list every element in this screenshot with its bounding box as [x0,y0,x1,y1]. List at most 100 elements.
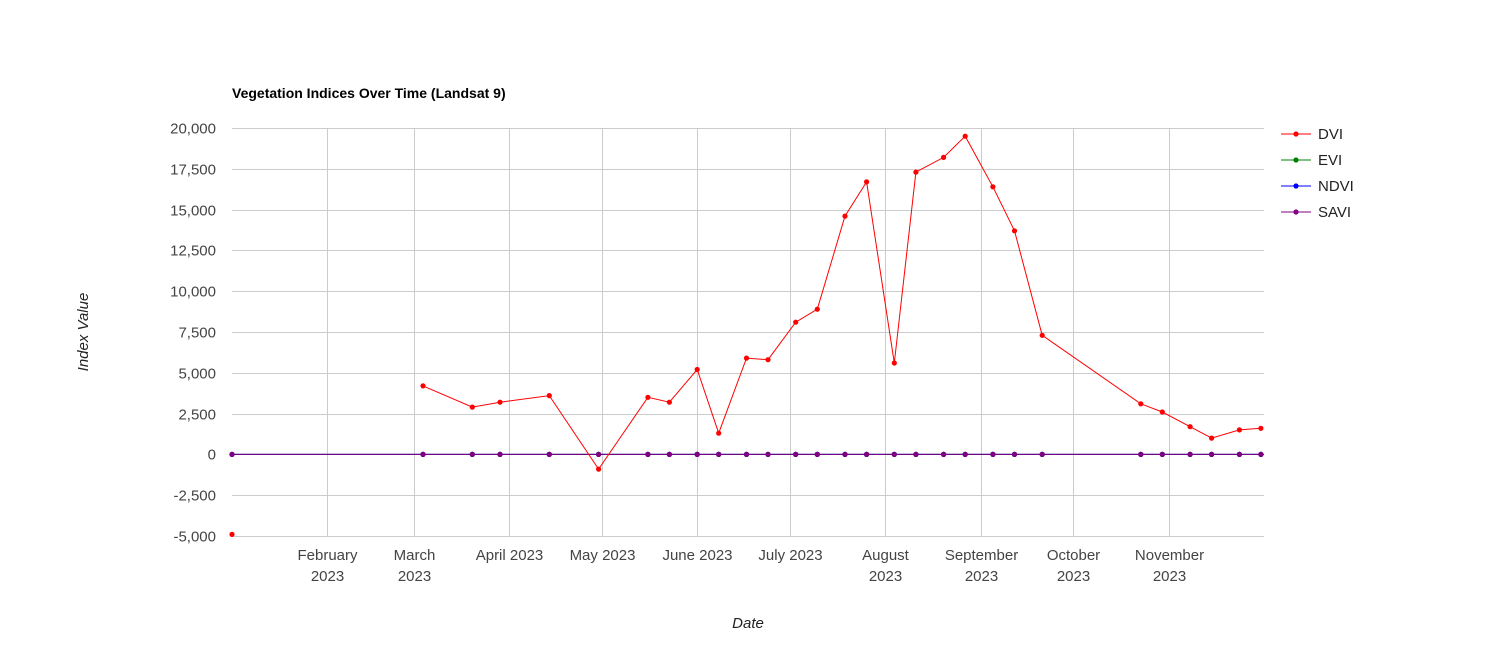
dvi-point [765,357,771,363]
dvi-point [990,184,996,190]
savi-point [469,451,475,457]
savi-point [941,451,947,457]
dvi-point [1039,332,1045,338]
savi-point [666,451,673,457]
legend[interactable]: DVI EVI NDVI SAVI [1281,126,1354,221]
y-tick-label: -2,500 [173,488,216,505]
savi-point [913,451,919,457]
dvi-point [842,213,848,219]
savi-point [814,451,820,457]
dvi-point [420,383,426,389]
dvi-point [913,169,919,175]
dvi-point [814,306,820,312]
savi-point [596,451,602,457]
x-axis-title: Date [732,615,764,632]
savi-point [420,451,426,457]
y-tick-label: -5,000 [173,529,216,546]
y-tick-label: 7,500 [178,325,216,342]
savi-point [743,451,750,457]
legend-item-savi[interactable]: SAVI [1281,204,1351,221]
savi-point [864,451,870,457]
x-tick-label: 2023 [398,568,431,585]
y-tick-label: 15,000 [170,203,216,220]
dvi-line [422,135,1261,470]
legend-label: EVI [1318,152,1342,169]
savi-point [793,451,799,457]
savi-point [645,451,651,457]
x-tick-label: February [297,547,358,564]
legend-marker [1293,131,1299,137]
dvi-point [229,531,235,538]
x-tick-label: October [1047,547,1100,564]
x-tick-label: August [862,547,910,564]
savi-point [891,451,897,457]
savi-point [694,451,700,457]
savi-point [842,451,848,457]
x-tick-label: June 2023 [662,547,732,564]
dvi-point [864,179,870,185]
x-tick-label: April 2023 [476,547,544,564]
legend-item-evi[interactable]: EVI [1281,152,1342,169]
y-axis-ticks: 20,000 17,500 15,000 12,500 10,000 7,500 5,000… [170,121,216,546]
x-tick-label: September [945,547,1018,564]
savi-point [1209,451,1215,457]
dvi-point [1138,401,1144,407]
x-tick-label: 2023 [311,568,344,585]
savi-point [229,451,235,457]
savi-point [1138,451,1144,457]
dvi-point [1187,424,1193,430]
x-tick-label: March [394,547,436,564]
legend-label: DVI [1318,126,1343,143]
savi-point [1159,451,1165,457]
dvi-point [716,430,722,436]
y-axis-title: Index Value [75,293,92,372]
dvi-point [645,394,651,400]
x-axis-ticks: February 2023 March 2023 April 2023 May 2023 J… [297,547,1204,585]
legend-marker [1293,183,1299,189]
dvi-point [1159,409,1165,415]
dvi-point [1236,427,1242,433]
savi-point [1187,451,1193,457]
dvi-point [497,399,503,405]
dvi-point [1258,425,1264,431]
savi-series [229,451,1264,457]
dvi-point [1209,435,1215,441]
x-tick-label: 2023 [965,568,998,585]
chart-title: Vegetation Indices Over Time (Landsat 9) [232,85,506,101]
dvi-point [1011,228,1018,234]
savi-point [716,451,722,457]
dvi-series [229,133,1264,538]
y-tick-label: 0 [208,447,216,464]
legend-item-dvi[interactable]: DVI [1281,126,1343,143]
savi-point [1011,451,1018,457]
dvi-point [469,404,475,410]
dvi-point [694,366,700,373]
legend-label: NDVI [1318,178,1354,195]
dvi-point [596,466,602,472]
x-tick-label: May 2023 [570,547,636,564]
savi-point [1236,451,1242,457]
x-tick-label: November [1135,547,1204,564]
y-tick-label: 20,000 [170,121,216,138]
dvi-point [793,319,799,325]
y-tick-label: 17,500 [170,162,216,179]
savi-point [990,451,996,457]
savi-point [1039,451,1045,457]
x-tick-label: 2023 [1153,568,1186,585]
y-tick-label: 5,000 [178,366,216,383]
legend-marker [1293,209,1299,215]
savi-point [962,451,968,457]
grid [232,128,1264,537]
dvi-point [743,355,750,361]
legend-label: SAVI [1318,204,1351,221]
series [229,133,1264,538]
legend-marker [1293,157,1299,163]
legend-item-ndvi[interactable]: NDVI [1281,178,1354,195]
savi-point [765,451,771,457]
x-tick-label: 2023 [1057,568,1090,585]
y-tick-label: 12,500 [170,243,216,260]
y-tick-label: 10,000 [170,284,216,301]
x-tick-label: 2023 [869,568,902,585]
